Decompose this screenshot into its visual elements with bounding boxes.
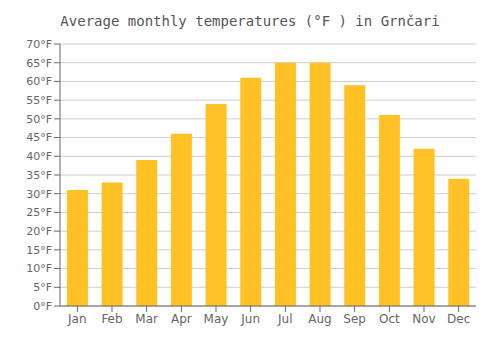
- svg-text:15°F: 15°F: [26, 244, 52, 257]
- svg-text:40°F: 40°F: [26, 150, 52, 163]
- svg-text:0°F: 0°F: [33, 300, 52, 313]
- svg-text:30°F: 30°F: [26, 188, 52, 201]
- svg-text:70°F: 70°F: [26, 38, 52, 51]
- html-text:Average monthly temperatures (: Average monthly temperatures (°F ) in Gr…: [60, 13, 440, 29]
- svg-text:10°F: 10°F: [26, 262, 52, 275]
- svg-text:60°F: 60°F: [26, 75, 52, 88]
- svg-text:45°F: 45°F: [26, 131, 52, 144]
- svg-text:Sep: Sep: [343, 312, 366, 326]
- svg-text:35°F: 35°F: [26, 169, 52, 182]
- svg-text:65°F: 65°F: [26, 57, 52, 70]
- svg-text:Aug: Aug: [308, 312, 331, 326]
- svg-text:Nov: Nov: [412, 312, 435, 326]
- svg-text:5°F: 5°F: [33, 281, 52, 294]
- svg-text:Jun: Jun: [240, 312, 260, 326]
- svg-text:25°F: 25°F: [26, 206, 52, 219]
- svg-text:Mar: Mar: [135, 312, 158, 326]
- svg-text:Oct: Oct: [379, 312, 400, 326]
- svg-text:55°F: 55°F: [26, 94, 52, 107]
- svg-text:Dec: Dec: [447, 312, 470, 326]
- svg-text:Jul: Jul: [277, 312, 292, 326]
- svg-text:20°F: 20°F: [26, 225, 52, 238]
- svg-text:Apr: Apr: [171, 312, 192, 326]
- svg-text:50°F: 50°F: [26, 113, 52, 126]
- svg-text:Jan: Jan: [67, 312, 87, 326]
- svg-text:May: May: [204, 312, 229, 326]
- svg-text:Feb: Feb: [101, 312, 122, 326]
